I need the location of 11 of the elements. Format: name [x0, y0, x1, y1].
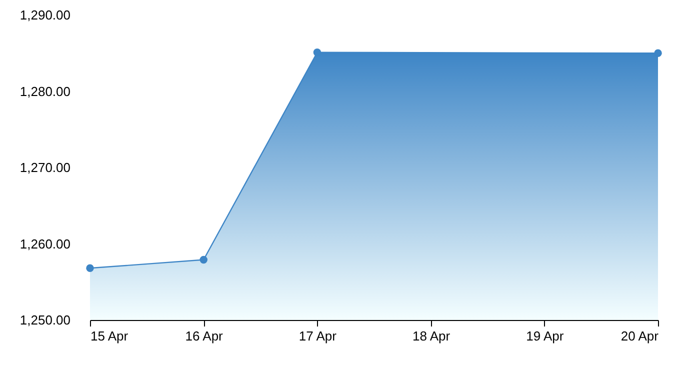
x-tick-label: 16 Apr — [185, 328, 224, 344]
x-tick-label: 18 Apr — [412, 328, 451, 344]
y-tick-label: 1,260.00 — [20, 236, 70, 252]
x-tick-label: 15 Apr — [90, 328, 129, 344]
y-tick-label: 1,270.00 — [20, 160, 70, 175]
y-tick-label: 1,290.00 — [20, 8, 70, 22]
y-tick-label: 1,280.00 — [20, 84, 70, 99]
x-tick-label: 19 Apr — [526, 328, 564, 344]
x-tick-label: 17 Apr — [298, 328, 338, 344]
x-tick-label: 20 Apr — [620, 328, 660, 344]
y-tick-label: 1,250.00 — [20, 312, 70, 328]
